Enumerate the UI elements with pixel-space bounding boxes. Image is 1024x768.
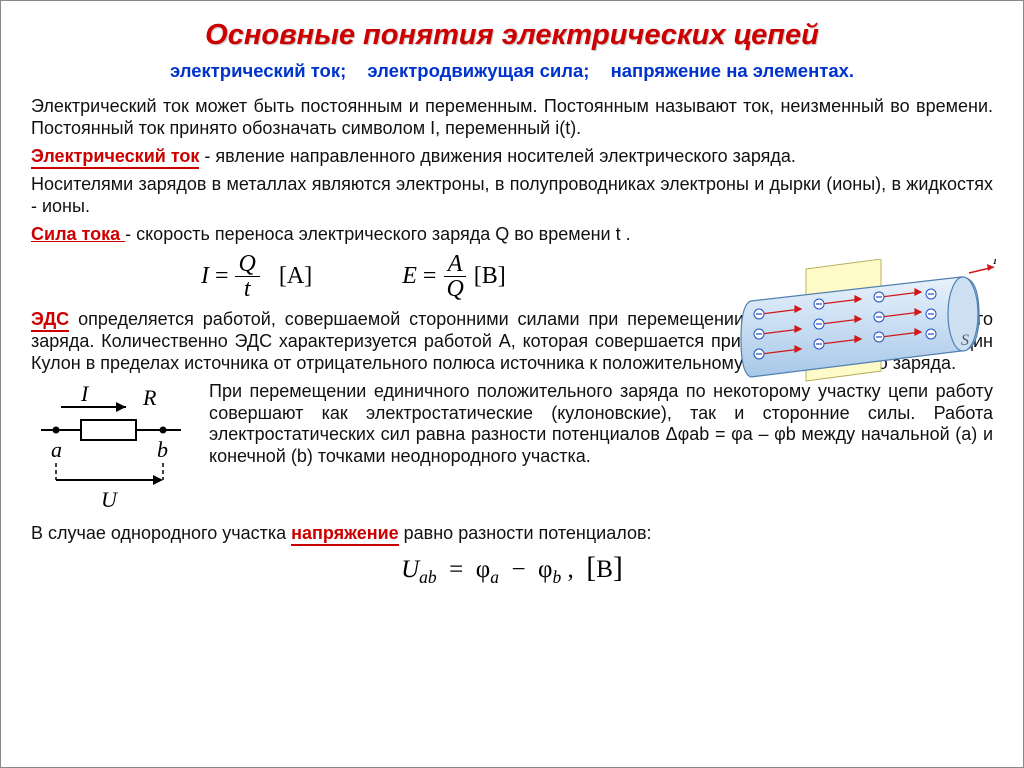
svg-text:U: U — [101, 487, 119, 512]
f1-num: Q — [235, 252, 260, 277]
cylinder-diagram: S — [711, 259, 1001, 389]
formula-current: I = Q t [А] — [201, 252, 312, 301]
term-current: Электрический ток — [31, 146, 199, 169]
volt-sb: b — [552, 567, 561, 587]
p2-text: - явление направленного движения носител… — [199, 146, 796, 166]
subtitle-a: электрический ток; — [170, 60, 346, 81]
svg-text:b: b — [157, 437, 168, 462]
voltage-formula: Uab = φa − φb , [В] — [31, 551, 993, 588]
f1-lhs: I — [201, 263, 209, 290]
paragraph-3: Носителями зарядов в металлах являются э… — [31, 174, 993, 218]
f2-num: A — [444, 252, 467, 277]
page-title: Основные понятия электрических цепей — [31, 19, 993, 52]
volt-unit-inner: В — [596, 556, 613, 583]
term-force: Сила тока — [31, 224, 125, 244]
p4-text: - скорость переноса электрического заряд… — [125, 224, 631, 244]
paragraph-7: В случае однородного участка напряжение … — [31, 523, 993, 545]
circuit-diagram: I R a b U — [31, 385, 191, 515]
f2-lhs: E — [402, 263, 417, 290]
volt-phi-a: φ — [476, 556, 490, 583]
paragraph-1: Электрический ток может быть постоянным … — [31, 96, 993, 140]
subtitle-b: электродвижущая сила; — [367, 60, 589, 81]
svg-text:R: R — [142, 385, 157, 410]
paragraph-4: Сила тока - скорость переноса электричес… — [31, 224, 671, 246]
f2-unit: [В] — [474, 263, 506, 290]
volt-lhs: U — [401, 556, 419, 583]
formula-emf: E = A Q [В] — [402, 252, 506, 301]
term-emf: ЭДС — [31, 309, 69, 332]
f2-den: Q — [442, 277, 467, 301]
term-voltage: напряжение — [291, 523, 399, 546]
f1-unit: [А] — [279, 263, 312, 290]
svg-text:I: I — [80, 385, 90, 406]
p7-pre: В случае однородного участка — [31, 523, 291, 543]
svg-text:a: a — [51, 437, 62, 462]
svg-text:S: S — [961, 332, 969, 349]
paragraph-2: Электрический ток - явление направленног… — [31, 146, 993, 168]
volt-sub: ab — [419, 567, 437, 587]
subtitle-c: напряжение на элементах. — [611, 60, 854, 81]
svg-text:I: I — [992, 259, 998, 267]
p7-post: равно разности потенциалов: — [399, 523, 652, 543]
f1-den: t — [240, 277, 255, 301]
volt-phi-b: φ — [538, 556, 552, 583]
subtitle-row: электрический ток; электродвижущая сила;… — [31, 60, 993, 82]
volt-sa: a — [490, 567, 499, 587]
